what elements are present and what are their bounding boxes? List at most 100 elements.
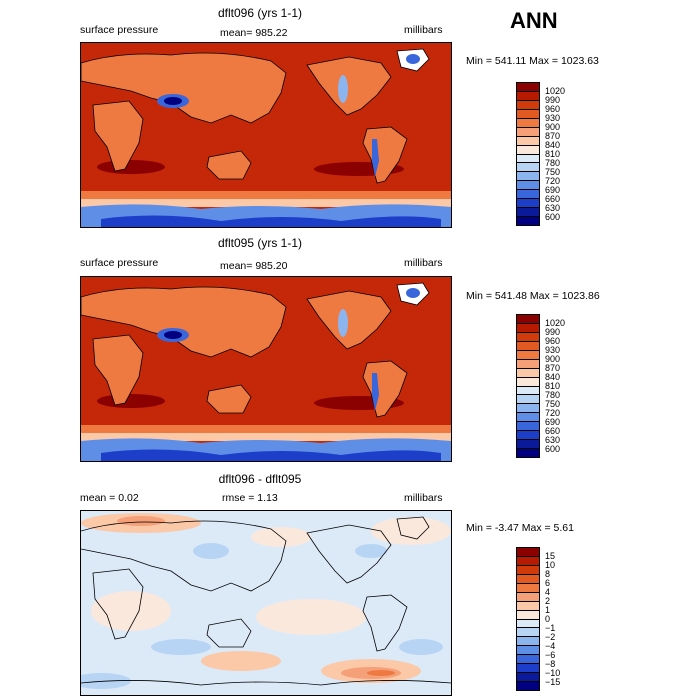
southern-ocean-band xyxy=(81,425,451,435)
colorbar-swatch xyxy=(517,431,539,441)
greenland-outline xyxy=(396,516,430,540)
colorbar-swatch xyxy=(517,145,539,155)
colorbar-swatch xyxy=(517,449,539,457)
positive-anomaly xyxy=(91,591,171,631)
australia-outline xyxy=(206,618,252,648)
colorbar-swatch xyxy=(517,83,539,92)
colorbar-swatch xyxy=(517,601,539,611)
colorbar-swatch xyxy=(517,646,539,656)
colorbar-swatch xyxy=(517,556,539,566)
colorbar-tick-label: 810 xyxy=(545,149,561,159)
panel-2-minmax: Min = 541.48 Max = 1023.86 xyxy=(466,290,600,302)
colorbar-swatch xyxy=(517,386,539,396)
colorbar-tick-label: 900 xyxy=(545,122,561,132)
panel-2-title: dflt095 (yrs 1-1) xyxy=(217,236,303,250)
rocky-mountains xyxy=(338,309,348,337)
colorbar-tick-label: 930 xyxy=(545,113,561,123)
season-label: ANN xyxy=(510,8,558,33)
panel-1-units-label: millibars xyxy=(404,24,443,36)
colorbar-tick-label: 840 xyxy=(545,140,561,150)
positive-anomaly xyxy=(117,516,165,526)
colorbar-tick-label: −4 xyxy=(545,641,556,651)
colorbar-swatch xyxy=(517,154,539,164)
colorbar-tick-label: 720 xyxy=(545,408,561,418)
colorbar-swatch xyxy=(517,637,539,647)
panel-2-map xyxy=(80,276,452,462)
colorbar-swatch xyxy=(517,118,539,128)
panel-1-map xyxy=(80,42,452,228)
panel-1-mean-label: mean= 985.22 xyxy=(220,27,288,39)
panel-2-colorbar xyxy=(516,314,540,458)
colorbar-tick-label: 990 xyxy=(545,327,561,337)
colorbar-tick-label: 750 xyxy=(545,399,561,409)
panel-3-minmax: Min = -3.47 Max = 5.61 xyxy=(466,522,574,534)
colorbar-tick-label: 0 xyxy=(545,614,551,624)
colorbar-tick-label: 1 xyxy=(545,605,551,615)
colorbar-swatch xyxy=(517,565,539,575)
colorbar-swatch xyxy=(517,413,539,423)
colorbar-swatch xyxy=(517,592,539,602)
panel-2-variable-label: surface pressure xyxy=(80,257,159,269)
colorbar-tick-label: 1020 xyxy=(545,318,566,328)
colorbar-tick-label: 990 xyxy=(545,95,561,105)
colorbar-tick-label: 2 xyxy=(545,596,551,606)
colorbar-tick-label: 900 xyxy=(545,354,561,364)
colorbar-swatch xyxy=(517,172,539,182)
rocky-mountains xyxy=(338,75,348,103)
colorbar-swatch xyxy=(517,368,539,378)
southern-ocean-band xyxy=(81,433,451,441)
colorbar-swatch xyxy=(517,673,539,683)
negative-anomaly xyxy=(355,544,387,558)
panel-1-colorbar xyxy=(516,82,540,226)
eurasia xyxy=(81,52,287,124)
positive-anomaly xyxy=(256,599,366,635)
colorbar-swatch xyxy=(517,682,539,690)
colorbar-tick-label: 780 xyxy=(545,158,561,168)
colorbar-swatch xyxy=(517,440,539,450)
colorbar-swatch xyxy=(517,100,539,110)
colorbar-tick-label: 720 xyxy=(545,176,561,186)
colorbar-swatch xyxy=(517,359,539,369)
colorbar-tick-label: 600 xyxy=(545,444,561,454)
africa-outline xyxy=(92,568,144,640)
colorbar-tick-label: −15 xyxy=(545,677,561,687)
negative-anomaly xyxy=(193,543,229,559)
colorbar-tick-label: 15 xyxy=(545,551,556,561)
panel-1-variable-label: surface pressure xyxy=(80,24,159,36)
southern-ocean-band xyxy=(81,199,451,207)
colorbar-swatch xyxy=(517,574,539,584)
colorbar-tick-label: 10 xyxy=(545,560,556,570)
colorbar-swatch xyxy=(517,655,539,665)
colorbar-swatch xyxy=(517,583,539,593)
panel-3-colorbar xyxy=(516,547,540,691)
colorbar-tick-label: 840 xyxy=(545,372,561,382)
colorbar-swatch xyxy=(517,163,539,173)
colorbar-swatch xyxy=(517,199,539,209)
colorbar-tick-label: 4 xyxy=(545,587,551,597)
colorbar-tick-label: 690 xyxy=(545,417,561,427)
colorbar-tick-label: −6 xyxy=(545,650,556,660)
colorbar-tick-label: 870 xyxy=(545,131,561,141)
greenland-ice-sheet xyxy=(406,54,420,64)
colorbar-swatch xyxy=(517,350,539,360)
colorbar-swatch xyxy=(517,323,539,333)
colorbar-tick-label: 960 xyxy=(545,336,561,346)
colorbar-tick-label: 600 xyxy=(545,212,561,222)
colorbar-swatch xyxy=(517,332,539,342)
colorbar-swatch xyxy=(517,127,539,137)
colorbar-tick-label: 630 xyxy=(545,435,561,445)
positive-anomaly xyxy=(371,517,451,545)
north-america-outline xyxy=(306,524,392,584)
colorbar-tick-label: −10 xyxy=(545,668,561,678)
tibet-plateau-core xyxy=(164,331,182,339)
colorbar-tick-label: 8 xyxy=(545,569,551,579)
colorbar-tick-label: 870 xyxy=(545,363,561,373)
negative-anomaly xyxy=(151,639,211,655)
southern-ocean-band xyxy=(81,191,451,201)
panel-2-units-label: millibars xyxy=(404,257,443,269)
australia xyxy=(206,384,252,414)
south-america-outline xyxy=(362,594,408,652)
colorbar-tick-label: 1020 xyxy=(545,86,566,96)
positive-anomaly xyxy=(367,670,395,676)
colorbar-swatch xyxy=(517,548,539,557)
